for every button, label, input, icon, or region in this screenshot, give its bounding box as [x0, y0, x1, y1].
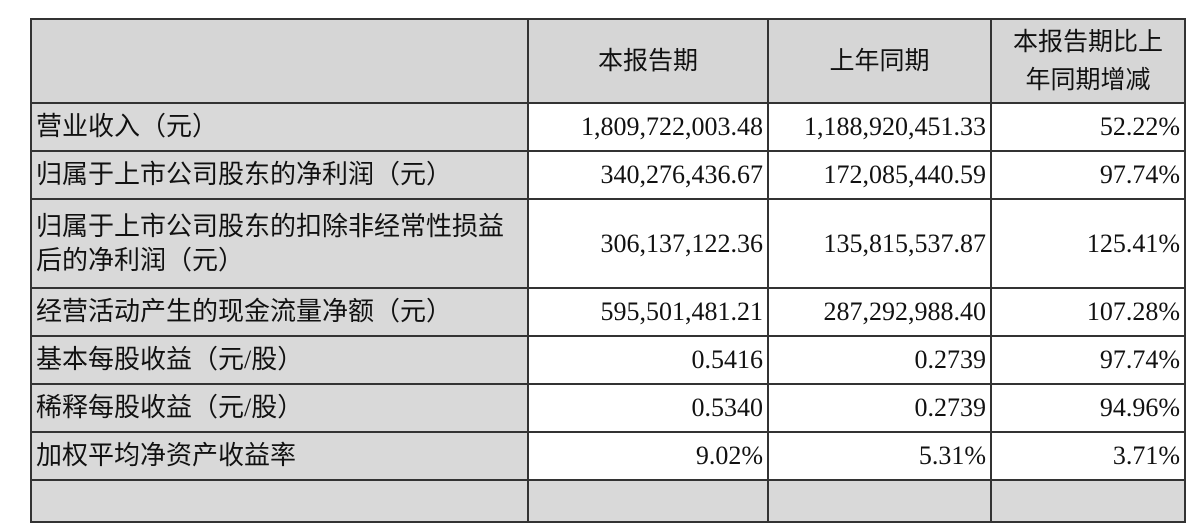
prior-period-value: 0.2739 — [767, 383, 992, 433]
row-label: 经营活动产生的现金流量净额（元） — [30, 287, 529, 337]
header-row: 本报告期 上年同期 本报告期比上年同期增减 — [30, 18, 1186, 104]
empty-cell — [990, 479, 1186, 523]
prior-period-value: 135,815,537.87 — [767, 198, 992, 289]
empty-cell — [767, 479, 992, 523]
table-row: 归属于上市公司股东的净利润（元） 340,276,436.67 172,085,44… — [30, 150, 1186, 200]
row-label: 归属于上市公司股东的净利润（元） — [30, 150, 529, 200]
current-period-value: 306,137,122.36 — [527, 198, 769, 289]
table-row: 加权平均净资产收益率 9.02% 5.31% 3.71% — [30, 431, 1186, 481]
row-label: 基本每股收益（元/股） — [30, 335, 529, 385]
prior-period-value: 5.31% — [767, 431, 992, 481]
header-prior-period: 上年同期 — [767, 18, 992, 104]
change-value: 94.96% — [990, 383, 1186, 433]
header-current-period: 本报告期 — [527, 18, 769, 104]
row-label: 加权平均净资产收益率 — [30, 431, 529, 481]
prior-period-value: 287,292,988.40 — [767, 287, 992, 337]
change-value: 97.74% — [990, 150, 1186, 200]
header-item — [30, 18, 529, 104]
row-label: 营业收入（元） — [30, 102, 529, 152]
prior-period-value: 1,188,920,451.33 — [767, 102, 992, 152]
current-period-value: 9.02% — [527, 431, 769, 481]
current-period-value: 595,501,481.21 — [527, 287, 769, 337]
row-label: 稀释每股收益（元/股） — [30, 383, 529, 433]
prior-period-value: 0.2739 — [767, 335, 992, 385]
change-value: 107.28% — [990, 287, 1186, 337]
current-period-value: 0.5340 — [527, 383, 769, 433]
table-row-partial — [30, 479, 1186, 523]
table-row: 经营活动产生的现金流量净额（元） 595,501,481.21 287,292,98… — [30, 287, 1186, 337]
prior-period-value: 172,085,440.59 — [767, 150, 992, 200]
change-value: 3.71% — [990, 431, 1186, 481]
empty-cell — [30, 479, 529, 523]
table-row: 基本每股收益（元/股） 0.5416 0.2739 97.74% — [30, 335, 1186, 385]
financial-summary-table: 本报告期 上年同期 本报告期比上年同期增减 营业收入（元） 1,809,722,0… — [30, 18, 1186, 523]
current-period-value: 0.5416 — [527, 335, 769, 385]
current-period-value: 1,809,722,003.48 — [527, 102, 769, 152]
table-row: 归属于上市公司股东的扣除非经常性损益后的净利润（元） 306,137,122.36… — [30, 198, 1186, 289]
empty-cell — [527, 479, 769, 523]
change-value: 125.41% — [990, 198, 1186, 289]
header-change: 本报告期比上年同期增减 — [990, 18, 1186, 104]
row-label: 归属于上市公司股东的扣除非经常性损益后的净利润（元） — [30, 198, 529, 289]
change-value: 97.74% — [990, 335, 1186, 385]
table-row: 营业收入（元） 1,809,722,003.48 1,188,920,451.33 5… — [30, 102, 1186, 152]
change-value: 52.22% — [990, 102, 1186, 152]
current-period-value: 340,276,436.67 — [527, 150, 769, 200]
table-row: 稀释每股收益（元/股） 0.5340 0.2739 94.96% — [30, 383, 1186, 433]
